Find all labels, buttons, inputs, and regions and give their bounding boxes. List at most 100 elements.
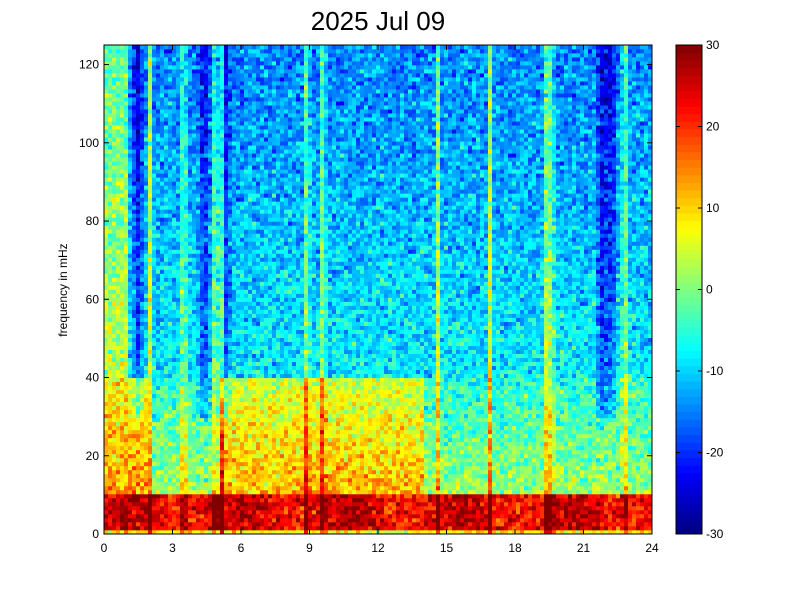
heatmap-cell bbox=[260, 501, 265, 507]
heatmap-cell bbox=[200, 365, 205, 371]
heatmap-cell bbox=[128, 237, 133, 242]
heatmap-cell bbox=[152, 297, 157, 302]
heatmap-cell bbox=[192, 217, 197, 222]
heatmap-cell bbox=[172, 305, 177, 310]
heatmap-cell bbox=[164, 105, 169, 110]
heatmap-cell bbox=[220, 393, 225, 399]
heatmap-cell bbox=[252, 521, 257, 527]
heatmap-cell bbox=[148, 345, 153, 350]
heatmap-cell bbox=[164, 389, 169, 395]
heatmap-cell bbox=[132, 137, 137, 142]
heatmap-cell bbox=[236, 425, 241, 431]
heatmap-cell bbox=[184, 185, 189, 190]
heatmap-cell bbox=[244, 437, 249, 443]
heatmap-cell bbox=[140, 221, 145, 226]
heatmap-cell bbox=[156, 337, 161, 342]
heatmap-cell bbox=[136, 121, 141, 126]
heatmap-cell bbox=[108, 413, 113, 419]
heatmap-cell bbox=[152, 149, 157, 154]
heatmap-cell bbox=[108, 381, 113, 387]
heatmap-cell bbox=[244, 393, 249, 399]
heatmap-cell bbox=[224, 333, 229, 338]
heatmap-cell bbox=[136, 285, 141, 290]
heatmap-cell bbox=[128, 225, 133, 230]
heatmap-cell bbox=[220, 421, 225, 427]
heatmap-cell bbox=[128, 61, 133, 66]
heatmap-cell bbox=[188, 417, 193, 423]
heatmap-cell bbox=[260, 113, 265, 118]
heatmap-cell bbox=[132, 325, 137, 330]
heatmap-cell bbox=[248, 313, 253, 318]
heatmap-cell bbox=[112, 433, 117, 439]
heatmap-cell bbox=[120, 521, 125, 527]
heatmap-cell bbox=[140, 337, 145, 342]
heatmap-cell bbox=[204, 229, 209, 234]
heatmap-cell bbox=[124, 137, 129, 142]
heatmap-cell bbox=[172, 101, 177, 106]
heatmap-cell bbox=[220, 437, 225, 443]
heatmap-cell bbox=[104, 149, 109, 154]
heatmap-cell bbox=[144, 461, 149, 467]
heatmap-cell bbox=[132, 529, 137, 535]
heatmap-cell bbox=[208, 189, 213, 194]
heatmap-cell bbox=[196, 265, 201, 270]
heatmap-cell bbox=[244, 485, 249, 491]
heatmap-cell bbox=[212, 433, 217, 439]
heatmap-cell bbox=[184, 309, 189, 314]
heatmap-cell bbox=[120, 401, 125, 407]
heatmap-cell bbox=[156, 53, 161, 58]
heatmap-cell bbox=[184, 357, 189, 362]
heatmap-cell bbox=[180, 433, 185, 439]
heatmap-cell bbox=[128, 337, 133, 342]
heatmap-cell bbox=[236, 361, 241, 367]
heatmap-cell bbox=[240, 113, 245, 118]
heatmap-cell bbox=[132, 61, 137, 66]
heatmap-cell bbox=[160, 461, 165, 467]
heatmap-cell bbox=[116, 97, 121, 102]
heatmap-cell bbox=[164, 213, 169, 218]
heatmap-cell bbox=[252, 125, 257, 130]
heatmap-cell bbox=[212, 489, 217, 495]
heatmap-cell bbox=[244, 509, 249, 515]
heatmap-cell bbox=[124, 413, 129, 419]
heatmap-cell bbox=[176, 85, 181, 90]
heatmap-cell bbox=[180, 389, 185, 395]
heatmap-cell bbox=[156, 173, 161, 178]
heatmap-cell bbox=[148, 193, 153, 198]
heatmap-cell bbox=[188, 73, 193, 78]
heatmap-cell bbox=[144, 397, 149, 403]
heatmap-cell bbox=[140, 357, 145, 362]
heatmap-cell bbox=[120, 261, 125, 266]
heatmap-cell bbox=[188, 505, 193, 511]
heatmap-cell bbox=[168, 189, 173, 194]
heatmap-cell bbox=[248, 269, 253, 274]
heatmap-cell bbox=[232, 485, 237, 491]
heatmap-cell bbox=[148, 145, 153, 150]
heatmap-cell bbox=[204, 473, 209, 479]
heatmap-cell bbox=[196, 161, 201, 166]
heatmap-cell bbox=[116, 229, 121, 234]
heatmap-cell bbox=[252, 441, 257, 447]
heatmap-cell bbox=[220, 93, 225, 98]
heatmap-cell bbox=[116, 385, 121, 391]
heatmap-cell bbox=[112, 129, 117, 134]
heatmap-cell bbox=[108, 469, 113, 475]
heatmap-cell bbox=[184, 189, 189, 194]
heatmap-cell bbox=[204, 465, 209, 471]
heatmap-cell bbox=[184, 469, 189, 475]
heatmap-cell bbox=[184, 73, 189, 78]
heatmap-cell bbox=[148, 529, 153, 535]
heatmap-cell bbox=[180, 109, 185, 114]
heatmap-cell bbox=[172, 461, 177, 467]
heatmap-cell bbox=[248, 61, 253, 66]
heatmap-cell bbox=[172, 441, 177, 447]
heatmap-cell bbox=[180, 321, 185, 326]
heatmap-cell bbox=[248, 213, 253, 218]
heatmap-cell bbox=[196, 293, 201, 298]
heatmap-cell bbox=[124, 225, 129, 230]
heatmap-cell bbox=[104, 513, 109, 519]
heatmap-cell bbox=[236, 493, 241, 499]
heatmap-cell bbox=[220, 525, 225, 531]
heatmap-cell bbox=[204, 101, 209, 106]
heatmap-cell bbox=[236, 517, 241, 523]
